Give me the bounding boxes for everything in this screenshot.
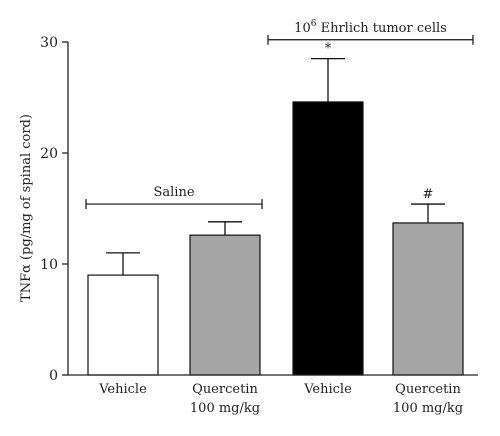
error-bars	[106, 58, 445, 276]
bars	[87, 101, 464, 376]
bar	[87, 274, 159, 376]
x-tick-label: Vehicle	[98, 382, 147, 397]
y-tick-label: 10	[40, 257, 58, 273]
bar	[292, 101, 364, 376]
y-axis-label: TNFα (pg/mg of spinal cord)	[19, 114, 34, 302]
y-tick-label: 30	[40, 35, 58, 51]
group-brackets: Saline 106 Ehrlich tumor cells	[85, 19, 474, 210]
significance-markers: *#	[325, 42, 434, 202]
significance-marker: #	[423, 187, 434, 202]
y-axis: 0 10 20 30	[40, 35, 69, 384]
group-label: Saline	[153, 185, 194, 200]
bar	[189, 234, 261, 376]
x-tick-label: Quercetin	[192, 382, 258, 397]
x-axis: Vehicle Quercetin 100 mg/kg Vehicle Querceti…	[68, 374, 478, 416]
x-tick-label: Vehicle	[303, 382, 352, 397]
y-tick-label: 0	[49, 368, 58, 384]
x-tick-label-line2: 100 mg/kg	[190, 401, 260, 416]
significance-marker: *	[325, 42, 332, 57]
group-label: 106 Ehrlich tumor cells	[294, 19, 447, 36]
y-tick-label: 20	[40, 146, 58, 162]
bar	[392, 222, 464, 376]
x-tick-label: Quercetin	[395, 382, 461, 397]
x-tick-label-line2: 100 mg/kg	[393, 401, 463, 416]
